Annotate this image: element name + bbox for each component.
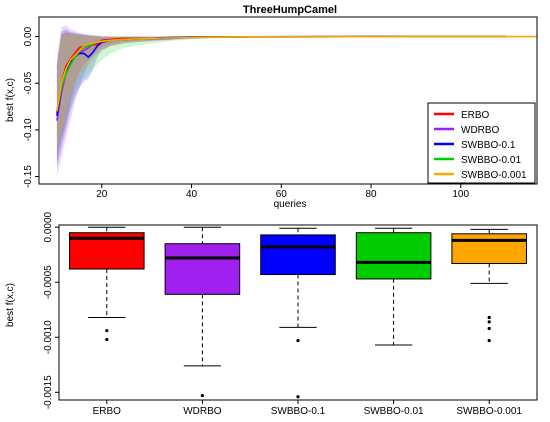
legend-label: SWBBO-0.1 xyxy=(461,140,516,151)
y-tick-label: -0.10 xyxy=(23,118,34,141)
y-tick-label: -0.05 xyxy=(23,71,34,94)
chart-title: ThreeHumpCamel xyxy=(243,4,337,16)
y-tick-label: 0.0000 xyxy=(43,211,54,242)
plot-frame xyxy=(38,16,538,185)
outlier-point xyxy=(487,315,491,320)
legend: ERBO WDRBO SWBBO-0.1 SWBBO-0.01 SWBBO-0.001 xyxy=(427,102,536,184)
box-swbbo-0.001 xyxy=(451,233,527,265)
axes: 20 40 60 80 100 0.00 -0.05 -0.10 -0.15 xyxy=(23,16,538,200)
x-tick-label: ERBO xyxy=(93,406,122,417)
series-lines xyxy=(56,35,537,121)
x-tick-label: WDRBO xyxy=(183,406,222,417)
outlier-point xyxy=(200,393,204,398)
band-swbbo-0.001 xyxy=(56,33,538,149)
axes: ERBO WDRBO SWBBO-0.1 SWBBO-0.01 SWBBO-0.001 0… xyxy=(43,211,538,417)
y-tick-label: -0.15 xyxy=(23,165,34,188)
outlier-point xyxy=(487,320,491,324)
band-erbo xyxy=(56,31,506,163)
legend-label: WDRBO xyxy=(461,125,500,136)
x-tick-label: SWBBO-0.01 xyxy=(364,406,424,417)
band-swbbo-0.01 xyxy=(56,32,506,158)
plot-frame xyxy=(58,224,538,401)
legend-label: SWBBO-0.01 xyxy=(461,155,521,166)
outlier-point xyxy=(487,326,491,331)
box-swbbo-0.01 xyxy=(355,232,432,280)
y-axis-label: best f(x,c) xyxy=(5,78,16,122)
y-tick-label: -0.0005 xyxy=(43,265,54,299)
boxes xyxy=(69,226,527,399)
box-swbbo-0.1 xyxy=(260,234,336,276)
outlier-point xyxy=(105,329,109,333)
outlier-point xyxy=(296,395,300,399)
x-tick-label: SWBBO-0.1 xyxy=(271,406,326,417)
y-tick-label: -0.0015 xyxy=(43,375,54,409)
x-tick-label: 60 xyxy=(276,189,288,200)
outlier-point xyxy=(296,338,300,343)
legend-label: ERBO xyxy=(461,110,490,121)
x-tick-label: SWBBO-0.001 xyxy=(456,406,522,417)
box-wdrbo xyxy=(164,243,241,295)
x-tick-label: 20 xyxy=(96,189,108,200)
y-axis-label: best f(x,c) xyxy=(5,283,16,327)
x-axis-label: queries xyxy=(274,199,307,210)
x-tick-label: 40 xyxy=(186,189,198,200)
line-erbo xyxy=(56,35,506,114)
outlier-point xyxy=(105,337,109,342)
x-tick-label: 100 xyxy=(452,189,469,200)
outlier-point xyxy=(487,338,491,343)
legend-label: SWBBO-0.001 xyxy=(461,170,527,181)
box-plot: best f(x,c) ERBO WDRBO SWBBO-0.1 SWBBO-0.01… xyxy=(5,211,538,417)
line-swbbo-0.001 xyxy=(56,35,537,112)
y-tick-label: 0.00 xyxy=(23,26,34,46)
x-tick-label: 80 xyxy=(365,189,377,200)
line-chart: ThreeHumpCamel best f(x,c) queries 20 40 6… xyxy=(5,4,538,210)
y-tick-label: -0.0010 xyxy=(43,320,54,354)
